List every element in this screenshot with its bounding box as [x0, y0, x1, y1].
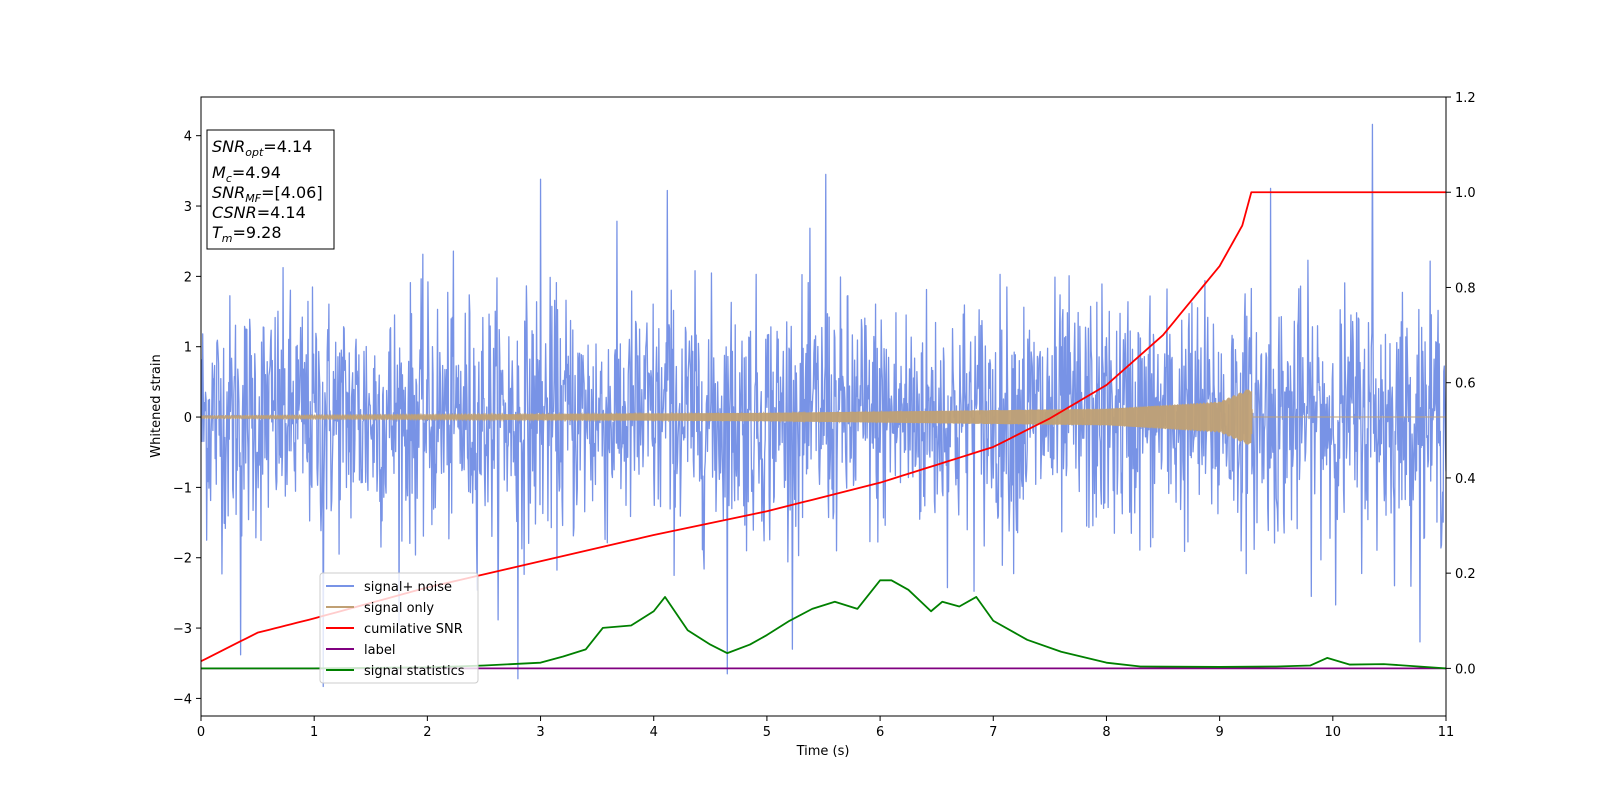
info-box: SNRopt=4.14 Mc=4.94SNRMF=[4.06]CSNR=4.14T… — [206, 129, 335, 250]
y2-tick-label: 0.8 — [1455, 281, 1476, 296]
x-tick-label: 3 — [536, 725, 544, 740]
y-tick-label: 2 — [184, 270, 192, 285]
y2-tick-label: 0.0 — [1455, 662, 1476, 677]
y-tick-label: 1 — [184, 341, 192, 356]
x-tick-label: 1 — [310, 725, 318, 740]
info-line: Tm=9.28 — [212, 223, 282, 245]
x-axis-label: Time (s) — [796, 744, 850, 759]
x-tick-label: 2 — [423, 725, 431, 740]
x-tick-label: 4 — [650, 725, 658, 740]
info-line: SNRopt=4.14 — [212, 137, 312, 159]
y-tick-label: −3 — [173, 622, 192, 637]
y-tick-label: 3 — [184, 200, 192, 215]
info-line: SNRMF=[4.06] — [212, 183, 323, 205]
y-tick-label: −2 — [173, 552, 192, 567]
y-tick-label: 0 — [184, 411, 192, 426]
x-tick-label: 8 — [1102, 725, 1110, 740]
series-signal-statistics — [201, 579, 1446, 670]
legend-entry: cumilative SNR — [364, 622, 463, 637]
legend-entry: signal only — [364, 601, 434, 616]
y-axis-right: 0.0 0.2 0.4 0.6 0.8 1.0 1.2 — [1446, 91, 1476, 677]
x-tick-label: 5 — [763, 725, 771, 740]
series-signal-only — [201, 389, 1446, 445]
legend: signal+ noise signal only cumilative SNR la… — [319, 572, 479, 684]
y-axis-label: Whitened strain — [149, 354, 164, 457]
y-axis-left: −4 −3 −2 −1 0 1 2 3 4 — [173, 130, 201, 707]
x-tick-label: 7 — [989, 725, 997, 740]
info-line: CSNR=4.14 — [212, 203, 306, 222]
x-tick-label: 0 — [197, 725, 205, 740]
info-line: Mc=4.94 — [212, 163, 281, 185]
y-tick-label: 4 — [184, 130, 192, 145]
plot-frame — [200, 96, 1447, 717]
y-tick-label: −4 — [173, 692, 192, 707]
x-tick-label: 10 — [1325, 725, 1342, 740]
x-tick-label: 9 — [1215, 725, 1223, 740]
y2-tick-label: 0.6 — [1455, 377, 1476, 392]
y2-tick-label: 0.2 — [1455, 567, 1476, 582]
legend-frame — [319, 572, 479, 684]
y2-tick-label: 1.2 — [1455, 91, 1476, 106]
y-tick-label: −1 — [173, 481, 192, 496]
x-tick-label: 11 — [1438, 725, 1455, 740]
series-signal-noise — [201, 123, 1446, 688]
legend-entry: signal+ noise — [364, 580, 452, 595]
y2-tick-label: 0.4 — [1455, 472, 1476, 487]
x-tick-label: 6 — [876, 725, 884, 740]
info-box-frame — [206, 129, 335, 250]
y2-tick-label: 1.0 — [1455, 186, 1476, 201]
legend-entry: label — [364, 643, 395, 658]
x-axis: 0 1 2 3 4 5 6 7 8 9 10 11 — [197, 716, 1454, 740]
legend-entry: signal statistics — [364, 664, 465, 679]
